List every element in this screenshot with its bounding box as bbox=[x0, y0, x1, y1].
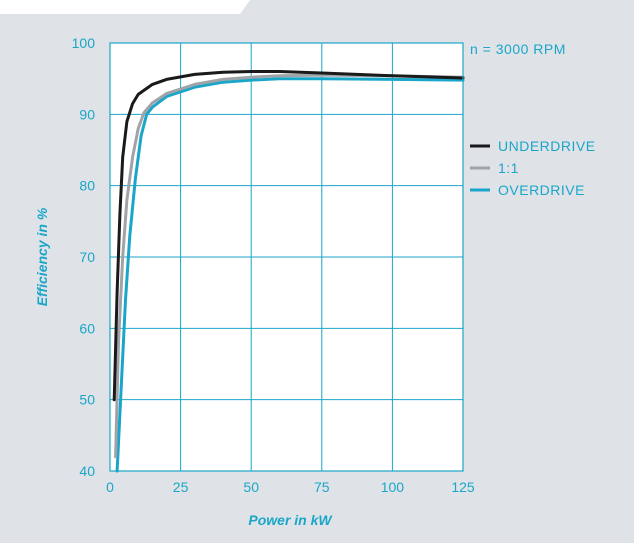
rpm-annotation: n = 3000 RPM bbox=[470, 41, 566, 57]
plot-border bbox=[109, 42, 464, 472]
legend-label: OVERDRIVE bbox=[498, 182, 585, 198]
y-tick-label: 50 bbox=[79, 392, 95, 408]
x-tick-label: 75 bbox=[314, 479, 330, 495]
legend-label: 1:1 bbox=[498, 160, 519, 176]
x-tick-label: 50 bbox=[243, 479, 259, 495]
legend-label: UNDERDRIVE bbox=[498, 138, 596, 154]
y-tick-label: 40 bbox=[79, 463, 95, 479]
y-tick-label: 80 bbox=[79, 178, 95, 194]
x-tick-label: 100 bbox=[381, 479, 405, 495]
x-tick-label: 125 bbox=[451, 479, 475, 495]
y-tick-label: 90 bbox=[79, 106, 95, 122]
series-line-overdrive bbox=[115, 77, 465, 473]
series-line-1-1 bbox=[114, 73, 465, 459]
y-axis-ticks: 40 50 60 70 80 90 100 bbox=[72, 35, 96, 479]
y-tick-label: 70 bbox=[79, 249, 95, 265]
y-tick-label: 100 bbox=[72, 35, 96, 51]
x-axis-ticks: 0 25 50 75 100 125 bbox=[106, 479, 475, 495]
series-line-underdrive bbox=[112, 70, 465, 402]
x-tick-label: 25 bbox=[173, 479, 189, 495]
y-tick-label: 60 bbox=[79, 320, 95, 336]
x-tick-label: 0 bbox=[106, 479, 114, 495]
x-axis-label: Power in kW bbox=[248, 512, 333, 528]
legend: UNDERDRIVE 1:1 OVERDRIVE bbox=[470, 138, 596, 198]
y-axis-label: Efficiency in % bbox=[34, 207, 50, 306]
series-lines bbox=[112, 70, 465, 473]
header-tab-decoration bbox=[0, 0, 250, 14]
